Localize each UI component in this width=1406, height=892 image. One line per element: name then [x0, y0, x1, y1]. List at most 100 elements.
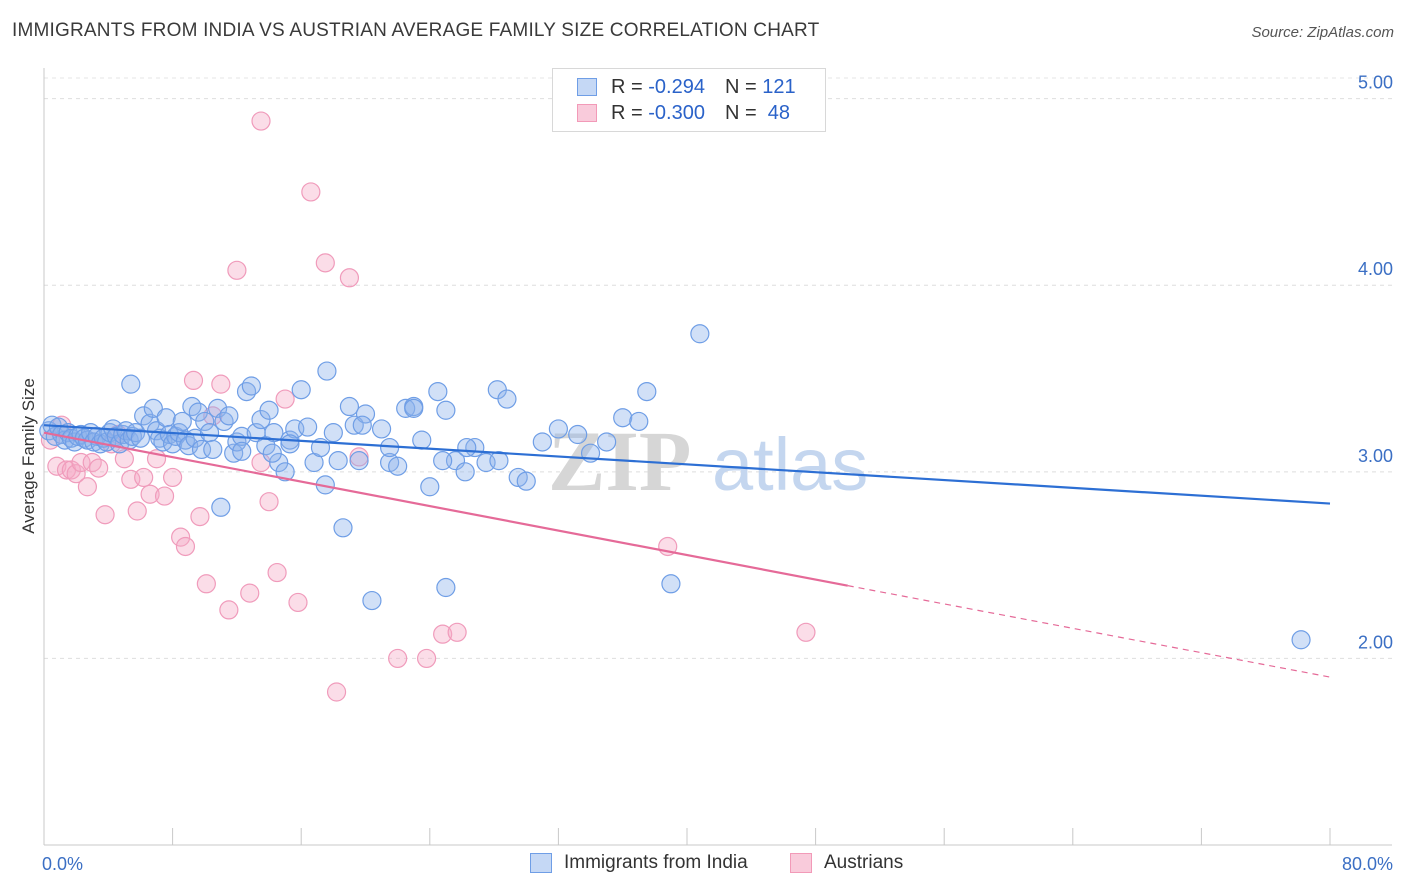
- india-point: [690, 324, 710, 344]
- india-point: [339, 396, 360, 417]
- austrians-point: [301, 182, 321, 202]
- india-point: [328, 451, 348, 471]
- india-point: [262, 443, 282, 463]
- trend-lines: [43, 424, 1331, 678]
- india-point: [291, 380, 311, 400]
- austrians-point: [240, 583, 260, 603]
- india-point: [241, 376, 261, 396]
- india-point: [156, 408, 176, 428]
- austrians-point: [190, 507, 210, 527]
- austrians-point: [447, 622, 467, 642]
- india-point: [188, 402, 208, 422]
- india-point: [323, 423, 343, 443]
- india-point: [275, 462, 295, 482]
- india-point: [532, 432, 552, 452]
- india-point: [211, 497, 231, 517]
- austrians-point: [89, 458, 109, 478]
- india-point: [298, 417, 318, 437]
- india-point: [280, 434, 300, 454]
- austrians-point: [275, 389, 295, 409]
- legend-n-value: 121: [762, 75, 796, 98]
- legend-r-label: R =: [611, 75, 649, 98]
- legend-row-india: R = -0.294 N = 121: [577, 75, 796, 99]
- india-point: [349, 451, 369, 471]
- india-point: [175, 430, 196, 450]
- austrians-point: [183, 370, 204, 391]
- india-point: [457, 437, 477, 458]
- india-point: [362, 590, 382, 611]
- legend-label-austrians: Austrians: [824, 852, 904, 873]
- india-point: [637, 381, 657, 402]
- india-point: [203, 439, 223, 460]
- india-point: [219, 406, 239, 426]
- y-tick-labels: 2.00 3.00 4.00 5.00: [1358, 73, 1393, 653]
- india-point: [613, 408, 633, 428]
- watermark-atlas: atlas: [712, 423, 868, 506]
- austrians-point: [163, 467, 183, 488]
- india-point: [333, 518, 353, 538]
- india-point: [355, 404, 376, 424]
- correlation-legend: R = -0.294 N = 121 R = -0.300 N = 48: [552, 68, 826, 132]
- austrians-point: [433, 624, 453, 644]
- india-point: [352, 415, 372, 435]
- austrians-point: [47, 456, 67, 476]
- austrians-point: [315, 253, 335, 273]
- y-axis-title: Average Family Size: [19, 378, 38, 534]
- india-point: [436, 577, 456, 598]
- x-tick-label: 80.0%: [1342, 854, 1393, 874]
- india-point: [224, 443, 244, 463]
- austrians-point: [288, 592, 308, 613]
- india-point: [179, 436, 199, 456]
- legend-r-value: -0.300: [648, 101, 705, 124]
- legend-n-label: N =: [724, 101, 763, 124]
- y-tick-label: 2.00: [1358, 632, 1393, 652]
- legend-n-label: N =: [724, 75, 763, 98]
- x-tick-label: 0.0%: [42, 854, 83, 874]
- legend-r-label: R =: [611, 101, 649, 124]
- india-point: [428, 381, 448, 402]
- austrians-point: [211, 374, 231, 394]
- india-point: [433, 451, 453, 471]
- india-point: [396, 398, 416, 418]
- y-tick-label: 5.00: [1358, 73, 1393, 93]
- india-point: [1291, 630, 1311, 650]
- legend-n-value: 48: [762, 101, 791, 124]
- austrians-point: [175, 536, 196, 557]
- austrians-point: [66, 464, 86, 484]
- austrians-point: [251, 111, 271, 131]
- india-point: [404, 398, 424, 418]
- austrians-point: [71, 452, 91, 473]
- austrians-point: [77, 477, 98, 497]
- india-point: [436, 400, 456, 420]
- india-points: [39, 324, 1311, 650]
- austrians-trend-extension: [847, 585, 1331, 678]
- india-point: [269, 452, 289, 473]
- gridlines: [44, 77, 1392, 659]
- india-point: [489, 451, 509, 471]
- india-legend-swatch: [530, 853, 552, 873]
- india-point: [371, 419, 392, 439]
- india-trend-line: [43, 424, 1331, 505]
- austrians-point: [339, 268, 360, 288]
- austrians-point: [388, 648, 408, 669]
- austrians-point: [196, 574, 216, 594]
- austrians-point: [267, 562, 287, 583]
- austrians-point: [95, 505, 115, 525]
- austrians-point: [140, 484, 160, 504]
- austrians-trend-line: [43, 431, 848, 587]
- india-point: [264, 423, 284, 443]
- austrians-point: [227, 260, 247, 280]
- india-point: [317, 361, 337, 381]
- x-tick-labels: 0.0% 80.0%: [42, 854, 1393, 874]
- india-point: [130, 428, 151, 448]
- india-point: [548, 419, 569, 439]
- india-point: [497, 389, 517, 409]
- axes: [43, 68, 1392, 846]
- austrians-point: [171, 527, 191, 547]
- india-point: [388, 456, 408, 476]
- india-point: [143, 398, 163, 418]
- austrians-point: [134, 467, 154, 488]
- austrians-point: [127, 501, 147, 521]
- chart-title: IMMIGRANTS FROM INDIA VS AUSTRIAN AVERAG…: [12, 20, 820, 41]
